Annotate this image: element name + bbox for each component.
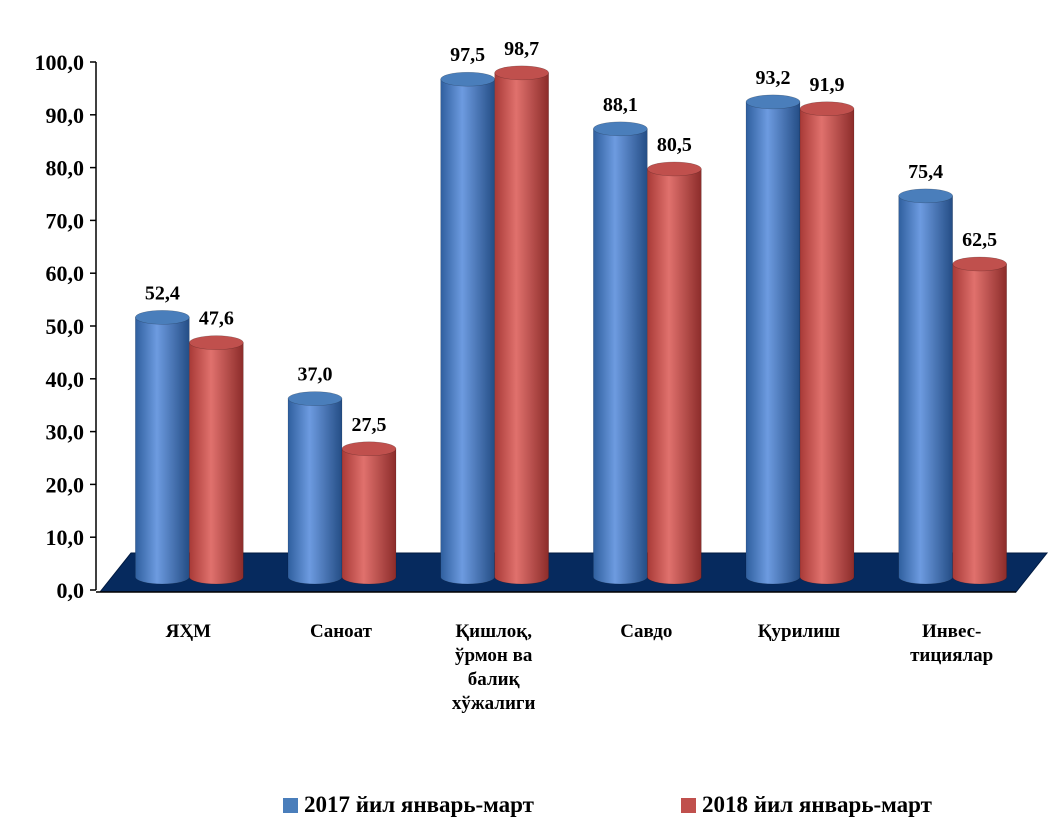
bar-2018 (952, 263, 1007, 585)
y-tick-label: 60,0 (46, 261, 85, 286)
bar-top-2018 (341, 441, 397, 457)
category-label: Саноат (310, 621, 373, 642)
category-label: Савдо (620, 621, 672, 642)
bar-2017 (440, 78, 495, 585)
y-tick-label: 10,0 (46, 525, 85, 550)
y-tick-label: 40,0 (46, 367, 85, 392)
legend-item-2017: 2017 йил январь-март (283, 792, 534, 818)
bar-top-2017 (440, 71, 495, 87)
bar-2018 (341, 448, 397, 585)
data-label: 91,9 (810, 74, 845, 96)
data-label: 37,0 (298, 364, 333, 386)
bar-chart: 0,0 10,0 20,0 30,0 40,0 50,0 60,0 70,0 80,0 90,0 1… (35, 38, 1049, 714)
bar-top-2018 (952, 256, 1007, 272)
data-label: 75,4 (908, 161, 943, 183)
data-label: 52,4 (145, 282, 180, 304)
y-tick-label: 0,0 (57, 578, 85, 603)
bar-top-2018 (799, 101, 855, 117)
data-label: 98,7 (504, 38, 539, 60)
bar-top-2017 (593, 121, 648, 137)
data-label: 97,5 (450, 44, 485, 66)
y-tick-label: 20,0 (46, 472, 85, 497)
legend-item-2018: 2018 йил январь-март (681, 792, 932, 818)
bar-top-2017 (135, 310, 190, 325)
y-axis: 0,0 10,0 20,0 30,0 40,0 50,0 60,0 70,0 80,0 90,0 1… (35, 50, 1016, 603)
bar-2017 (593, 128, 648, 585)
bar-top-2017 (898, 188, 953, 204)
data-label: 27,5 (352, 414, 387, 436)
bar-2017 (898, 195, 953, 585)
data-label: 88,1 (603, 94, 638, 116)
y-tick-label: 90,0 (46, 103, 85, 128)
category-labels-group: ЯҲМ Саноат Қишлоқ, ўрмон ва балиқ хўжалиги Сав… (166, 621, 994, 714)
data-label: 62,5 (962, 229, 997, 251)
data-labels-group: 52,4 47,6 37,0 27,5 97,5 98,7 88,1 80,5 93,2 91,9… (145, 38, 997, 436)
legend-swatch-2018 (681, 797, 696, 813)
bars-group (135, 65, 1007, 585)
bar-2018 (494, 72, 549, 585)
bar-top-2017 (287, 391, 343, 406)
data-label: 93,2 (756, 67, 791, 89)
data-label: 80,5 (657, 134, 692, 156)
data-label: 47,6 (199, 308, 234, 330)
y-tick-label: 70,0 (46, 208, 85, 233)
bar-2017 (287, 398, 343, 585)
y-tick-label: 50,0 (46, 314, 85, 339)
y-tick-label: 100,0 (35, 50, 85, 75)
legend-label-2017: 2017 йил январь-март (304, 792, 534, 817)
y-tick-label: 30,0 (46, 420, 85, 445)
category-label: Қишлоқ, ўрмон ва балиқ хўжалиги (452, 621, 536, 714)
legend: 2017 йил январь-март 2018 йил январь-мар… (0, 792, 1049, 818)
bar-top-2018 (647, 161, 702, 177)
bar-2017 (135, 317, 190, 585)
bar-2018 (189, 342, 244, 585)
category-label: Қурилиш (758, 621, 840, 642)
legend-label-2018: 2018 йил январь-март (702, 792, 932, 817)
bar-top-2018 (189, 335, 244, 350)
category-label: Инвес-тициялар (910, 621, 993, 666)
y-tick-label: 80,0 (46, 156, 85, 181)
legend-swatch-2017 (283, 797, 298, 813)
bar-2018 (647, 168, 702, 585)
category-label: ЯҲМ (166, 621, 211, 642)
bar-top-2017 (745, 94, 801, 110)
bar-2018 (799, 108, 855, 585)
bar-top-2018 (494, 65, 549, 81)
bar-2017 (745, 101, 801, 585)
